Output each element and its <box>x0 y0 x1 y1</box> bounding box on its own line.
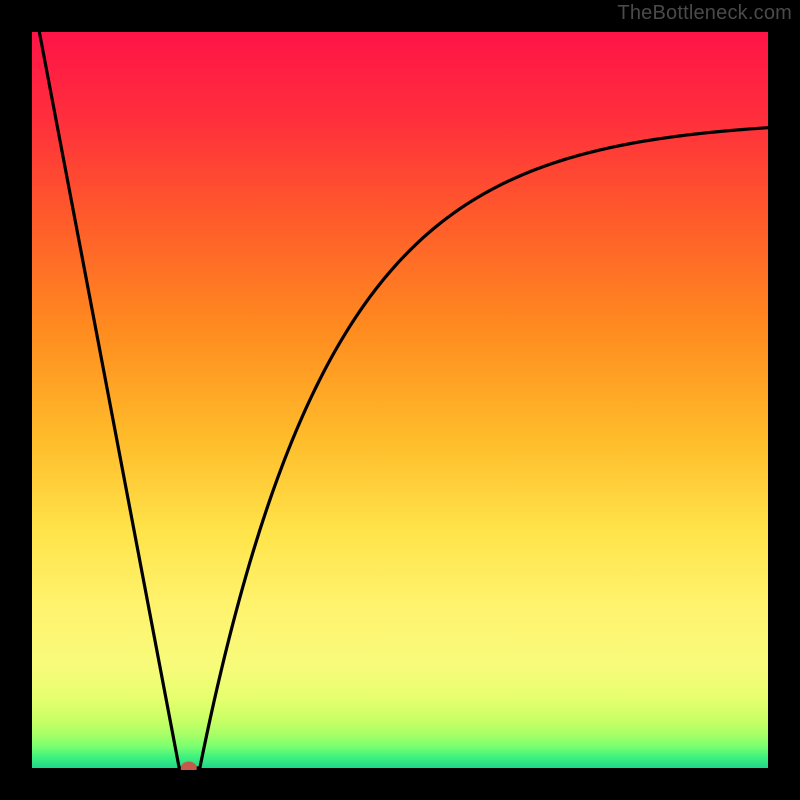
plot-area <box>30 30 770 770</box>
minimum-marker-dot <box>181 762 197 771</box>
bottleneck-curve <box>39 32 768 768</box>
watermark-text: TheBottleneck.com <box>617 2 792 25</box>
curve-overlay <box>30 30 770 770</box>
chart-stage: TheBottleneck.com <box>0 0 800 800</box>
